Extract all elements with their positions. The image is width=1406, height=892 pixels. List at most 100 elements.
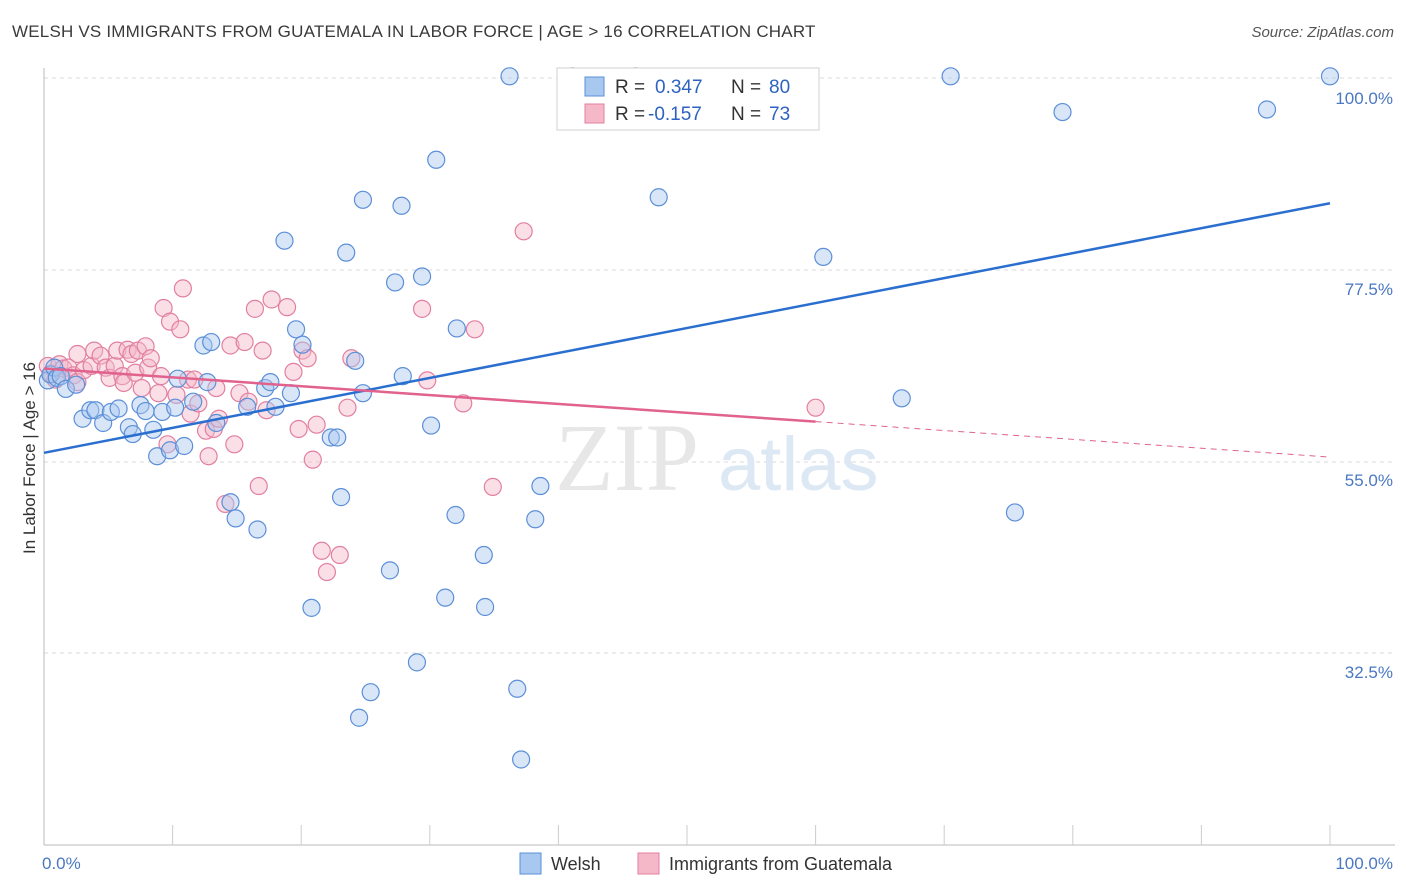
legend-r-label-welsh: R = (615, 77, 645, 98)
welsh-point (56, 379, 75, 399)
welsh-point (892, 389, 911, 408)
welsh-point (175, 436, 194, 456)
welsh-point (67, 375, 86, 394)
guatemala-point (262, 290, 281, 309)
guatemala-point (249, 476, 268, 496)
guatemala-trend-line (43, 367, 816, 423)
guatemala-point (298, 349, 317, 368)
welsh-point (184, 392, 203, 411)
guatemala-point (221, 336, 240, 355)
y-axis-label: In Labor Force | Age > 16 (20, 362, 39, 554)
welsh-point (321, 428, 340, 447)
guatemala-point (181, 404, 200, 423)
welsh-point (1053, 102, 1072, 122)
guatemala-point (806, 398, 825, 417)
guatemala-point (149, 384, 168, 403)
guatemala-point (303, 450, 322, 469)
bottom-legend-label-guat: Immigrants from Guatemala (669, 854, 893, 874)
welsh-point (380, 561, 400, 580)
guatemala-point (141, 349, 160, 368)
bottom-legend-swatch-welsh (519, 852, 542, 875)
welsh-point (1005, 503, 1025, 522)
legend-n-label-guat: N = (731, 104, 761, 125)
welsh-point (500, 67, 519, 86)
legend-n-value-welsh: 80 (769, 77, 790, 98)
welsh-point (281, 384, 301, 403)
guatemala-point (277, 298, 297, 317)
guatemala-point (284, 362, 303, 381)
welsh-point (248, 520, 267, 539)
welsh-point (814, 247, 833, 266)
legend-r-value-guat: -0.157 (648, 104, 702, 125)
guatemala-point (199, 447, 218, 466)
welsh-trend-line (43, 201, 1331, 455)
welsh-point (1257, 100, 1277, 119)
welsh-point (427, 150, 446, 169)
legend-swatch-welsh (584, 76, 605, 97)
welsh-point (302, 598, 321, 617)
y-tick-label-55: 55.0% (1345, 471, 1393, 490)
welsh-point (346, 351, 365, 370)
trend-lines (43, 201, 1331, 458)
welsh-point (109, 399, 128, 418)
legend-r-value-welsh: 0.347 (655, 77, 703, 98)
welsh-point (293, 335, 312, 354)
guatemala-point (465, 320, 484, 339)
welsh-point (328, 428, 347, 447)
series-legend: Welsh Immigrants from Guatemala (519, 852, 893, 875)
welsh-series (38, 67, 1340, 769)
welsh-point (392, 196, 411, 215)
guatemala-point (454, 394, 473, 413)
welsh-point (474, 545, 493, 565)
welsh-point (166, 398, 185, 417)
welsh-point (337, 243, 356, 262)
welsh-point (136, 401, 155, 421)
welsh-point (407, 653, 427, 672)
x-tick-label-100: 100.0% (1335, 854, 1393, 873)
guatemala-point (68, 344, 87, 364)
guatemala-point (330, 545, 349, 565)
y-tick-label-32-5: 32.5% (1345, 663, 1393, 682)
welsh-point (286, 320, 306, 339)
x-tick-label-0: 0.0% (42, 854, 81, 873)
welsh-point (649, 188, 668, 207)
x-axis-ticks (172, 825, 1331, 845)
guatemala-point (289, 419, 308, 439)
guatemala-point (317, 562, 337, 582)
y-tick-label-100: 100.0% (1335, 89, 1393, 108)
guatemala-series (38, 222, 825, 582)
y-tick-label-77-5: 77.5% (1345, 280, 1393, 299)
welsh-point (436, 588, 455, 607)
legend-n-label-welsh: N = (731, 77, 761, 98)
chart-title: WELSH VS IMMIGRANTS FROM GUATEMALA IN LA… (12, 22, 816, 41)
guatemala-point (132, 378, 151, 398)
welsh-point (941, 67, 960, 86)
guatemala-point (82, 356, 101, 376)
welsh-point (526, 510, 545, 529)
bottom-legend-label-welsh: Welsh (551, 854, 601, 874)
guatemala-point (338, 398, 357, 417)
welsh-point (393, 367, 412, 386)
guatemala-point (91, 346, 110, 365)
welsh-point (261, 373, 280, 392)
welsh-point (160, 441, 180, 460)
welsh-point (331, 488, 351, 507)
correlation-legend: R = 0.347 N = 80 R = -0.157 N = 73 (556, 67, 820, 131)
guatemala-point (245, 299, 265, 318)
guatemala-point (312, 541, 331, 560)
guatemala-trend-extension (815, 421, 1331, 458)
welsh-point (508, 679, 527, 698)
guatemala-point (483, 477, 502, 496)
welsh-point (446, 505, 465, 525)
welsh-point (198, 373, 217, 392)
welsh-point (531, 476, 550, 496)
chart-source: Source: ZipAtlas.com (1251, 24, 1394, 41)
guatemala-point (253, 341, 272, 360)
welsh-point (226, 509, 245, 528)
welsh-point (202, 332, 221, 352)
legend-swatch-guat (584, 103, 605, 124)
welsh-point (512, 750, 531, 769)
guatemala-point (514, 222, 533, 241)
guatemala-point (412, 299, 432, 318)
